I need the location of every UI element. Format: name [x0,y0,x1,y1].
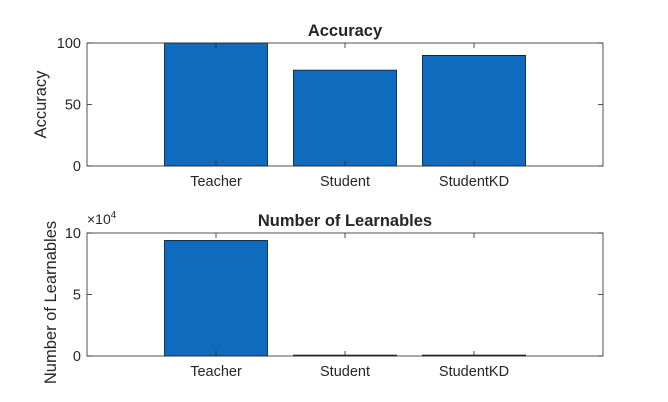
y-axis-label: Accuracy [32,70,50,139]
x-tick-label: Student [320,174,370,190]
bar-teacher [164,240,268,357]
bar-teacher [164,42,268,167]
bar-studentkd [422,54,526,167]
y-tick-label: 50 [65,98,81,114]
chart-panel-1: Teacher Student StudentKD 0 50 100 Accuracy Acc… [32,22,604,190]
y-tick-label: 0 [73,349,81,365]
bar-student [293,69,397,167]
y-exponent-power: 4 [111,210,117,221]
x-tick-label: StudentKD [439,174,509,190]
y-axis-label: Number of Learnables [42,221,60,384]
x-tick-label: Teacher [190,174,242,190]
chart-title: Number of Learnables [258,212,432,230]
chart-panel-2: Teacher Student StudentKD 0 5 10 Number of Lea… [42,210,604,384]
y-tick-label: 5 [73,288,81,304]
y-tick-label: 10 [65,226,81,242]
y-tick-label: 0 [73,159,81,175]
chart-title: Accuracy [308,22,383,40]
y-tick-label: 100 [57,36,81,52]
x-tick-label: Teacher [190,364,242,380]
x-tick-label: Student [320,364,370,380]
y-exponent-label: ×104 [87,210,117,227]
y-exponent-base: ×10 [87,211,111,227]
x-tick-label: StudentKD [439,364,509,380]
